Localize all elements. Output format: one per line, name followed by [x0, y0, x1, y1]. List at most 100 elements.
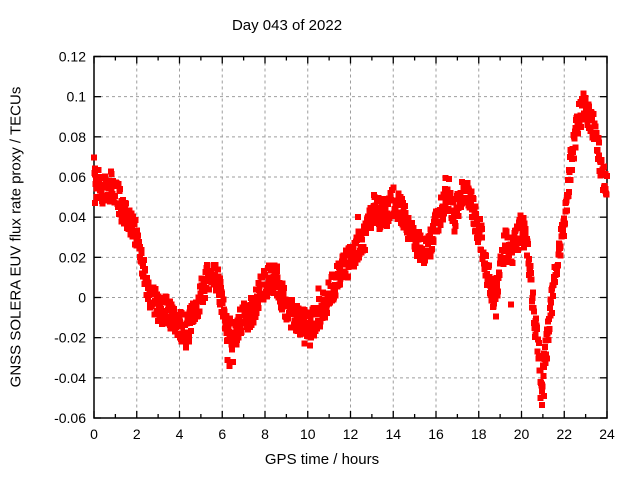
data-point [321, 314, 328, 321]
data-point [165, 313, 172, 320]
data-point [416, 249, 423, 256]
data-point [196, 308, 203, 315]
data-point [238, 328, 245, 335]
data-point [504, 234, 511, 241]
data-point [137, 254, 144, 261]
data-point [470, 196, 477, 203]
data-point [227, 337, 234, 344]
data-point [451, 228, 458, 235]
data-point [421, 257, 428, 264]
data-point [435, 227, 442, 234]
data-point [488, 289, 495, 296]
data-point [390, 197, 397, 204]
data-point [530, 289, 536, 296]
data-point [324, 310, 331, 317]
data-point [280, 290, 287, 297]
y-tick-label: -0.06 [54, 410, 86, 426]
data-point [546, 316, 553, 322]
data-point [275, 294, 282, 301]
data-point [126, 216, 132, 223]
data-point [454, 209, 461, 216]
data-point [356, 230, 363, 236]
data-point [199, 299, 206, 305]
data-point-outlier [301, 340, 308, 347]
data-point [363, 229, 369, 236]
data-point [538, 388, 545, 395]
data-point [487, 283, 494, 290]
data-point [248, 295, 254, 301]
data-point [186, 333, 192, 339]
data-point-outlier [273, 263, 280, 270]
data-point [384, 200, 391, 207]
data-point [172, 328, 179, 335]
data-point [131, 221, 138, 227]
x-tick-label: 8 [261, 426, 269, 442]
data-point [245, 310, 252, 317]
data-point [168, 309, 175, 315]
data-point [114, 200, 121, 207]
data-point [387, 190, 394, 197]
data-point [229, 346, 236, 353]
data-point [478, 222, 485, 229]
x-tick-label: 24 [599, 426, 615, 442]
data-point [91, 165, 98, 172]
data-point [447, 192, 454, 199]
data-point [564, 207, 571, 214]
data-point [602, 186, 609, 193]
data-point [298, 330, 305, 337]
data-point [430, 223, 436, 230]
data-point [561, 215, 568, 222]
y-tick-label: 0.06 [59, 169, 86, 185]
data-point [206, 286, 212, 293]
data-point [350, 250, 357, 257]
data-point [548, 310, 555, 316]
data-point [542, 360, 549, 366]
data-point [252, 314, 259, 321]
data-point [202, 269, 209, 276]
data-point [339, 261, 346, 268]
data-point [276, 298, 283, 305]
data-point [155, 293, 162, 300]
x-tick-label: 18 [471, 426, 487, 442]
data-point [141, 257, 147, 263]
data-point [134, 227, 141, 234]
data-point [272, 284, 279, 290]
data-point [91, 154, 97, 161]
data-point [174, 321, 181, 328]
data-point [217, 279, 224, 285]
data-point [102, 178, 109, 185]
data-point [181, 337, 188, 344]
data-point [398, 196, 405, 203]
data-point [142, 265, 149, 272]
data-point [267, 282, 274, 288]
data-point [152, 286, 159, 293]
x-tick-label: 4 [176, 426, 184, 442]
x-tick-label: 6 [218, 426, 226, 442]
data-point [140, 272, 147, 279]
data-point [594, 147, 601, 153]
x-tick-label: 14 [385, 426, 401, 442]
data-point [163, 294, 170, 301]
data-point [565, 189, 572, 196]
data-point [111, 193, 118, 200]
data-point [472, 203, 479, 210]
data-point [374, 217, 381, 224]
data-point [519, 225, 526, 232]
data-point [535, 340, 542, 347]
data-point [459, 178, 466, 185]
data-point [429, 246, 436, 252]
data-point [262, 271, 269, 278]
data-point [590, 111, 597, 118]
x-tick-label: 20 [514, 426, 530, 442]
data-point [214, 266, 221, 273]
data-point [318, 310, 324, 317]
data-point [513, 241, 520, 248]
data-point-outlier [229, 358, 236, 365]
data-point [329, 271, 336, 278]
data-point [307, 317, 314, 324]
data-point [235, 334, 242, 341]
data-point [255, 280, 262, 287]
data-point [395, 190, 402, 197]
data-point [303, 321, 310, 328]
data-point [369, 209, 376, 216]
